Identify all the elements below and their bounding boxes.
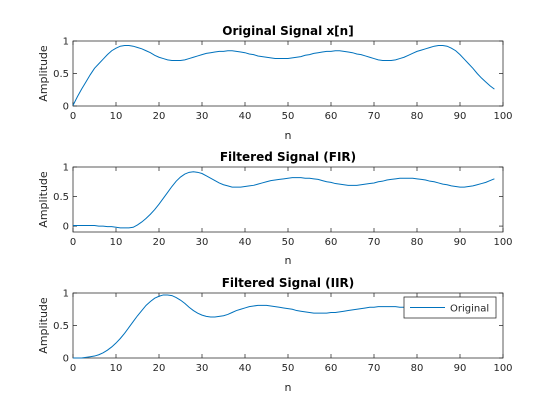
ytick-label-iir-2: 1 [63, 289, 69, 300]
xtick-label-iir-6: 60 [325, 363, 338, 374]
subplot-iir: Filtered Signal (IIR) n Amplitude 0 10 20 3… [37, 276, 513, 394]
ytick-label-original-2: 1 [63, 37, 69, 48]
subplot-fir: Filtered Signal (FIR) n Amplitude 0 10 20 3… [37, 150, 513, 267]
ytick-label-fir-2: 1 [63, 163, 69, 174]
xtick-label-iir-4: 40 [239, 363, 252, 374]
ylabel-fir: Amplitude [37, 171, 50, 228]
yticks-original: 00.51 [53, 37, 503, 113]
xtick-label-iir-3: 30 [196, 363, 209, 374]
xtick-label-iir-5: 50 [282, 363, 295, 374]
xtick-label-original-10: 100 [493, 111, 512, 122]
legend-box [403, 296, 497, 319]
ytick-label-fir-1: 0.5 [53, 192, 69, 203]
xtick-label-fir-1: 10 [110, 237, 123, 248]
xtick-label-original-5: 50 [282, 111, 295, 122]
ytick-label-original-1: 0.5 [53, 69, 69, 80]
xtick-label-original-8: 80 [411, 111, 424, 122]
xtick-label-fir-6: 60 [325, 237, 338, 248]
xtick-label-original-2: 20 [153, 111, 166, 122]
axes-box-fir [72, 166, 504, 233]
ylabel-iir: Amplitude [37, 297, 50, 354]
xlabel-original: n [285, 129, 292, 142]
legend-label: Original [450, 304, 489, 315]
xtick-label-iir-0: 0 [70, 363, 76, 374]
xlabel-iir: n [285, 381, 292, 394]
title-original: Original Signal x[n] [222, 24, 353, 38]
xtick-label-iir-7: 70 [368, 363, 381, 374]
axes-box-original [72, 40, 504, 107]
xtick-label-fir-5: 50 [282, 237, 295, 248]
xtick-label-original-1: 10 [110, 111, 123, 122]
xlabel-fir: n [285, 254, 292, 267]
ytick-label-iir-0: 0 [63, 354, 69, 365]
xtick-label-iir-8: 80 [411, 363, 424, 374]
xtick-label-original-0: 0 [70, 111, 76, 122]
series-line-fir [73, 171, 495, 229]
xtick-label-fir-3: 30 [196, 237, 209, 248]
subplot-original: Original Signal x[n] n Amplitude 0 10 20 30… [37, 24, 513, 142]
title-iir: Filtered Signal (IIR) [222, 276, 355, 290]
title-fir: Filtered Signal (FIR) [220, 150, 356, 164]
ytick-label-original-0: 0 [63, 102, 69, 113]
xticks-original: 0 10 20 30 40 50 60 70 80 90 100 [70, 41, 513, 122]
xtick-label-iir-9: 90 [454, 363, 467, 374]
xticks-iir: 0 10 20 30 40 50 60 70 80 90 100 [70, 293, 513, 374]
xtick-label-iir-2: 20 [153, 363, 166, 374]
xtick-label-iir-1: 10 [110, 363, 123, 374]
ytick-label-fir-0: 0 [63, 222, 69, 233]
xtick-label-fir-2: 20 [153, 237, 166, 248]
xtick-label-fir-7: 70 [368, 237, 381, 248]
xticks-fir: 0 10 20 30 40 50 60 70 80 90 100 [70, 167, 513, 248]
ylabel-original: Amplitude [37, 45, 50, 102]
series-line-original [72, 45, 495, 106]
xtick-label-fir-4: 40 [239, 237, 252, 248]
yticks-fir: 00.51 [53, 163, 503, 233]
xtick-label-fir-10: 100 [493, 237, 512, 248]
xtick-label-original-6: 60 [325, 111, 338, 122]
legend: Original [403, 296, 497, 319]
xtick-label-original-7: 70 [368, 111, 381, 122]
ytick-label-iir-1: 0.5 [53, 321, 69, 332]
xtick-label-iir-10: 100 [493, 363, 512, 374]
xtick-label-original-9: 90 [454, 111, 467, 122]
xtick-label-fir-0: 0 [70, 237, 76, 248]
xtick-label-fir-9: 90 [454, 237, 467, 248]
xtick-label-original-3: 30 [196, 111, 209, 122]
xtick-label-original-4: 40 [239, 111, 252, 122]
xtick-label-fir-8: 80 [411, 237, 424, 248]
